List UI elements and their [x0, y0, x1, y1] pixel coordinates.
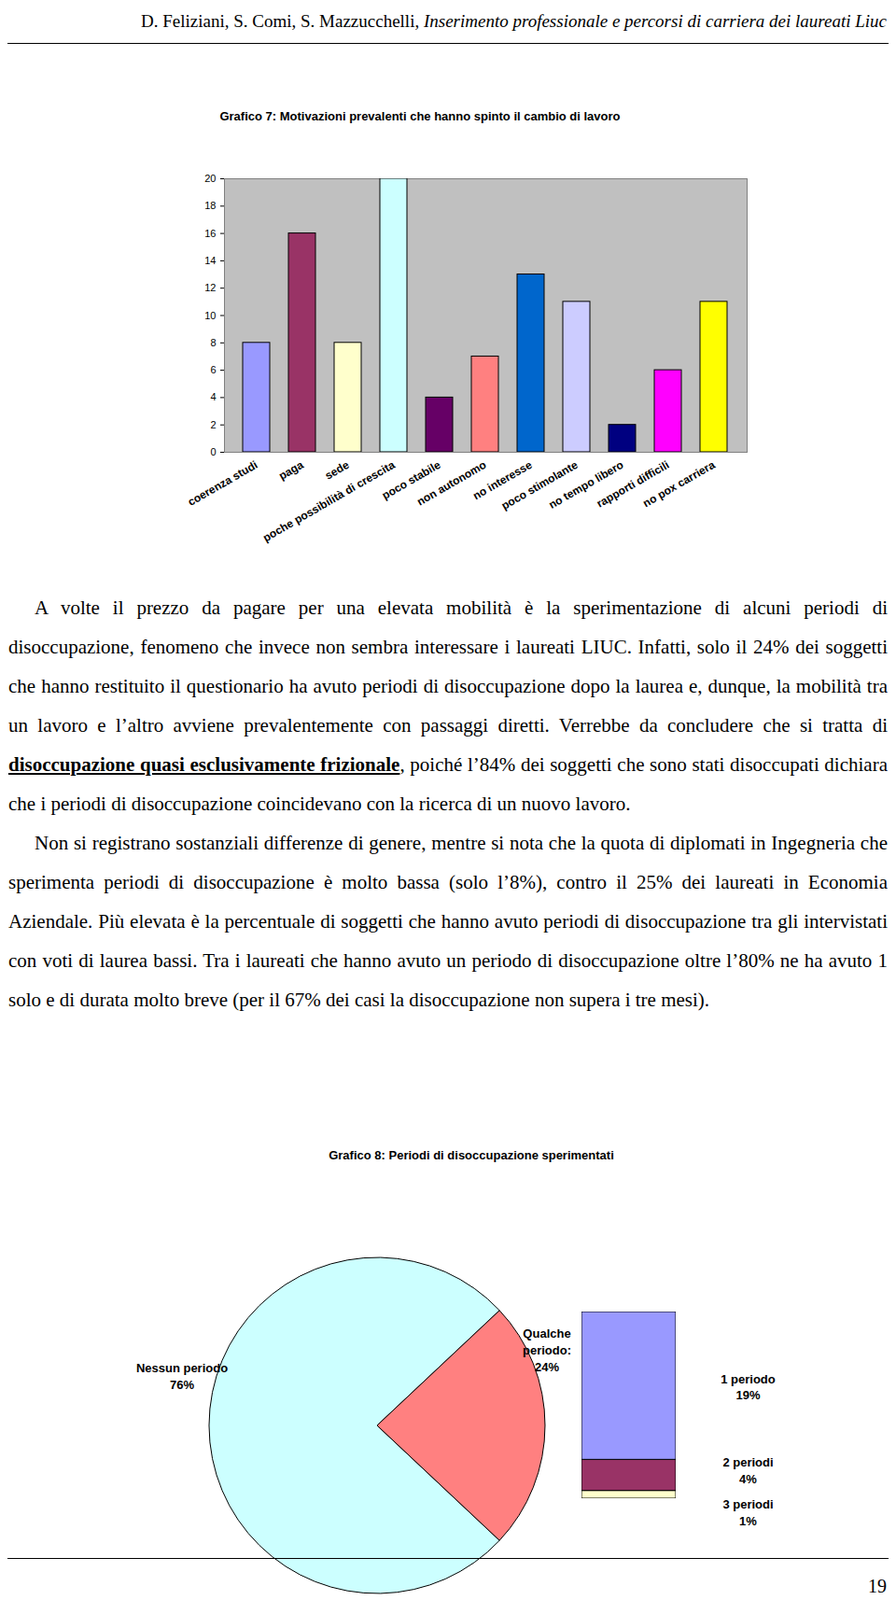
svg-text:14: 14: [204, 254, 216, 266]
svg-text:1 periodo19%: 1 periodo19%: [720, 1372, 776, 1403]
svg-text:18: 18: [204, 199, 216, 211]
html-text:A volte il prezzo da pagare pe: A volte il prezzo da pagare per una elev…: [8, 596, 888, 737]
html-text:Grafico 7: Motivazioni prevale: Grafico 7: Motivazioni prevalenti che ha…: [219, 109, 621, 124]
html-text:disoccupazione quasi esclusiva: disoccupazione quasi esclusivamente friz…: [8, 753, 888, 815]
svg-text:no interesse: no interesse: [470, 458, 535, 503]
html-text:D. Feliziani, S. Comi, S. Mazz: D. Feliziani, S. Comi, S. Mazzucchelli, …: [140, 11, 887, 31]
svg-text:2: 2: [210, 419, 216, 431]
svg-text:2 periodi4%: 2 periodi4%: [722, 1455, 773, 1486]
svg-text:16: 16: [204, 227, 216, 239]
html-text:Qualche periodo:: Qualche periodo:: [522, 1326, 572, 1358]
html-text:76%: 76%: [169, 1377, 195, 1392]
html-text:24%: 24%: [534, 1359, 560, 1374]
html-text:Nessun periodo: Nessun periodo: [136, 1360, 228, 1375]
svg-text:rapporti difficili: rapporti difficili: [594, 458, 672, 511]
html-text:19: 19: [868, 1575, 887, 1596]
html-text:Non si registrano sostanziali: Non si registrano sostanziali differenze…: [8, 831, 888, 1011]
svg-text:3 periodi1%: 3 periodi1%: [722, 1497, 773, 1528]
svg-text:non autonomo: non autonomo: [414, 458, 489, 509]
svg-text:12: 12: [204, 281, 216, 294]
svg-text:coerenza studi: coerenza studi: [185, 458, 261, 509]
svg-text:sede: sede: [322, 458, 352, 483]
svg-text:poche possibilità di crescita: poche possibilità di crescita: [260, 458, 397, 546]
svg-text:8: 8: [210, 336, 216, 349]
svg-text:no pox carriera: no pox carriera: [640, 458, 717, 511]
svg-text:no tempo libero: no tempo libero: [546, 458, 626, 512]
svg-text:4: 4: [210, 391, 216, 403]
svg-text:6: 6: [210, 364, 216, 376]
html-text:Grafico 8: Periodi di disoccup: Grafico 8: Periodi di disoccupazione spe…: [328, 1148, 614, 1162]
svg-text:poco stabile: poco stabile: [379, 458, 443, 503]
svg-text:10: 10: [204, 309, 216, 322]
svg-text:poco stimolante: poco stimolante: [499, 458, 581, 513]
svg-text:0: 0: [210, 446, 216, 458]
svg-text:20: 20: [204, 172, 216, 184]
svg-text:paga: paga: [276, 458, 307, 483]
